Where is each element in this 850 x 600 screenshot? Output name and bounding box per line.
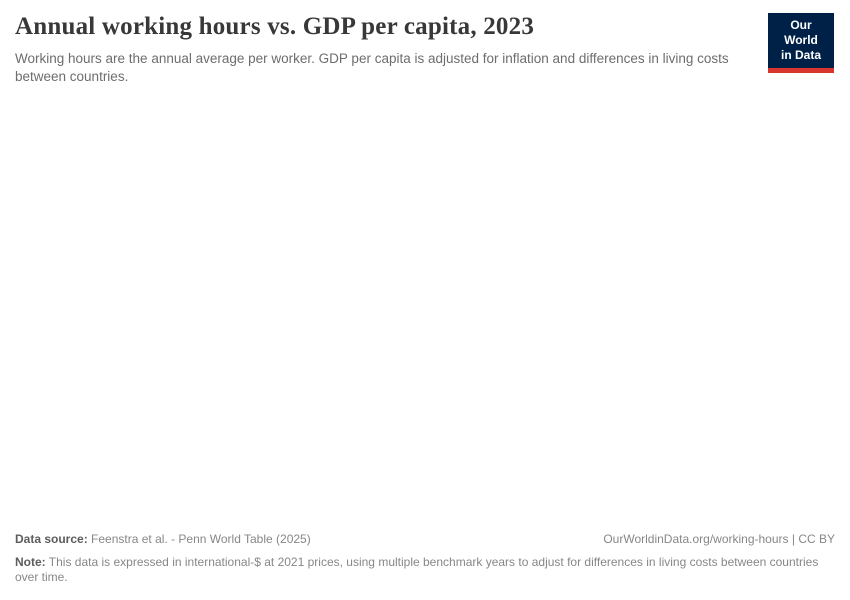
owid-logo[interactable]: Our World in Data bbox=[768, 13, 834, 73]
data-source-value[interactable]: Feenstra et al. - Penn World Table (2025… bbox=[91, 532, 311, 547]
note-label: Note: bbox=[15, 554, 46, 569]
note-value: This data is expressed in international-… bbox=[15, 554, 819, 585]
data-source-label: Data source: bbox=[15, 532, 88, 547]
chart-plot-area bbox=[0, 86, 850, 533]
source-row: Data source: Feenstra et al. - Penn Worl… bbox=[15, 532, 835, 548]
owid-logo-line1: Our World bbox=[784, 18, 818, 47]
chart-title: Annual working hours vs. GDP per capita,… bbox=[15, 13, 535, 40]
chart-footer: Data source: Feenstra et al. - Penn Worl… bbox=[0, 532, 850, 600]
chart-header: Annual working hours vs. GDP per capita,… bbox=[0, 0, 850, 86]
owid-url-link[interactable]: OurWorldinData.org/working-hours | CC BY bbox=[603, 532, 835, 547]
footer-note: Note: This data is expressed in internat… bbox=[15, 555, 835, 586]
data-source: Data source: Feenstra et al. - Penn Worl… bbox=[15, 532, 311, 548]
chart-subtitle: Working hours are the annual average per… bbox=[15, 51, 729, 85]
owid-logo-line2: in Data bbox=[780, 48, 821, 62]
